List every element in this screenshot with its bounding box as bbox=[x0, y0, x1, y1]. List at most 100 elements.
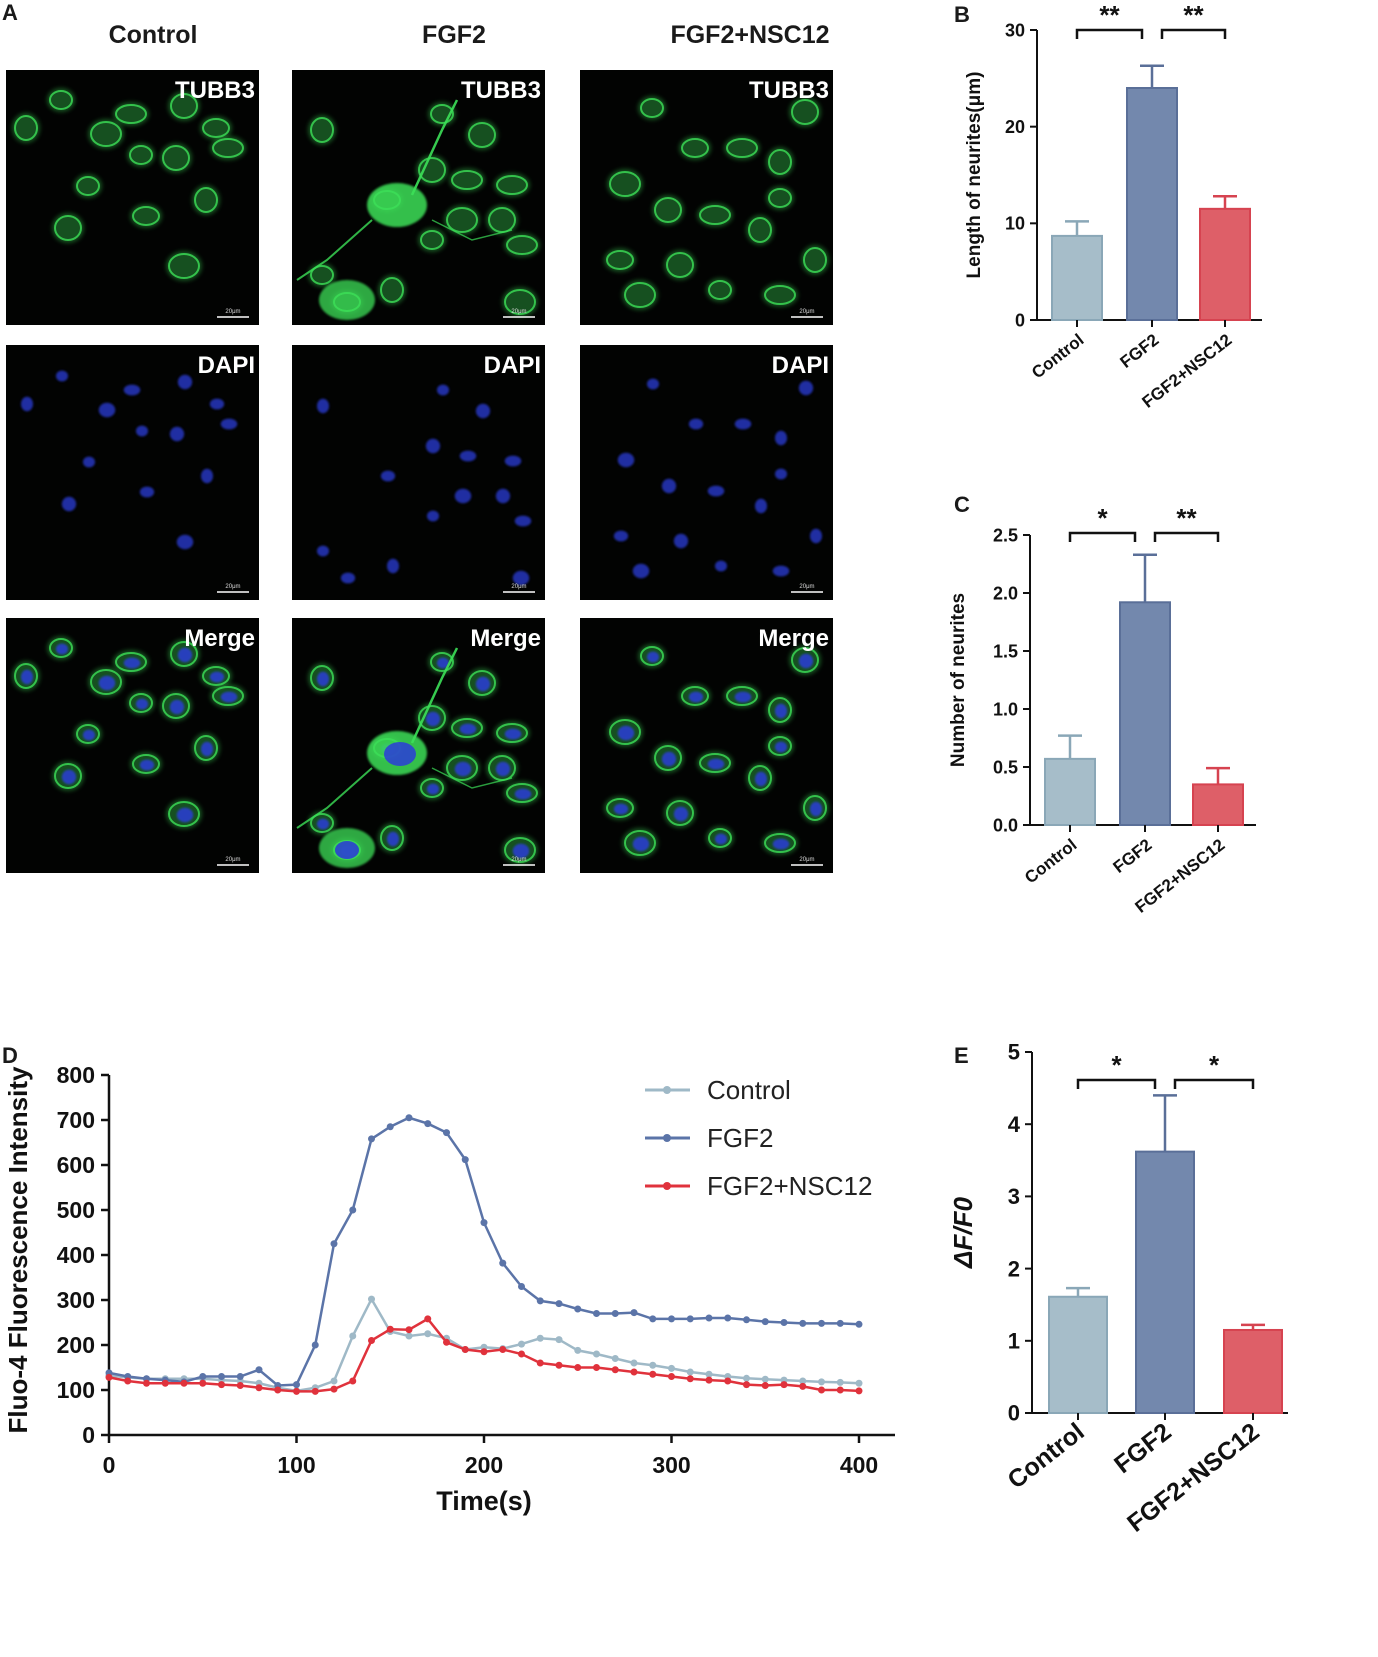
data-point bbox=[499, 1259, 507, 1267]
cell-body-outline bbox=[468, 670, 496, 696]
cell-body-outline bbox=[451, 170, 483, 190]
significance-label: * bbox=[1111, 1050, 1122, 1080]
panel-letter-a: A bbox=[2, 0, 18, 25]
data-point bbox=[574, 1364, 582, 1371]
nucleus bbox=[425, 711, 441, 727]
cell-body-outline bbox=[609, 719, 641, 745]
y-tick-label: 1.0 bbox=[993, 699, 1018, 719]
nucleus bbox=[661, 478, 677, 494]
cell-body-glow bbox=[88, 119, 124, 149]
y-tick-label: 30 bbox=[1005, 20, 1025, 40]
data-point bbox=[630, 1368, 638, 1376]
cell-body-outline bbox=[681, 686, 709, 706]
y-tick-label: 10 bbox=[1005, 214, 1025, 234]
stain-label-merge: Merge bbox=[470, 625, 541, 652]
cell-body-glow bbox=[504, 233, 540, 257]
nucleus bbox=[798, 653, 814, 669]
data-point bbox=[574, 1305, 582, 1313]
data-point bbox=[743, 1381, 750, 1389]
data-point bbox=[161, 1379, 169, 1387]
nucleus bbox=[774, 703, 788, 719]
nucleus bbox=[514, 515, 532, 527]
panel-letter-c: C bbox=[954, 492, 970, 517]
cell-body-outline bbox=[699, 205, 731, 225]
y-tick-label: 2.0 bbox=[993, 583, 1018, 603]
nucleus bbox=[504, 455, 522, 467]
data-point bbox=[686, 1368, 694, 1376]
cell-body-outline bbox=[468, 122, 496, 148]
bar bbox=[1051, 234, 1103, 321]
data-point bbox=[499, 1346, 507, 1353]
cell-body-outline bbox=[420, 230, 444, 250]
data-point bbox=[349, 1377, 357, 1385]
data-point bbox=[311, 1387, 319, 1395]
cell-body-outline bbox=[768, 736, 792, 756]
nucleus bbox=[436, 657, 450, 669]
scale-bar-label: 20μm bbox=[511, 584, 526, 590]
stain-label-dapi: DAPI bbox=[484, 352, 541, 379]
y-axis-label: Length of neurites(μm) bbox=[964, 72, 985, 279]
data-point bbox=[761, 1382, 769, 1389]
neurite bbox=[410, 647, 459, 744]
cell-body-glow bbox=[416, 155, 448, 185]
data-point bbox=[705, 1376, 713, 1384]
cell-body-outline bbox=[115, 104, 147, 124]
data-point bbox=[799, 1382, 807, 1390]
nucleus bbox=[169, 426, 185, 442]
nucleus bbox=[177, 374, 193, 390]
y-tick-label: 4 bbox=[1008, 1112, 1021, 1137]
data-point bbox=[349, 1332, 357, 1340]
nucleus bbox=[475, 676, 491, 692]
nucleus bbox=[209, 398, 225, 410]
y-tick-label: 2.5 bbox=[993, 525, 1018, 545]
cell-body-outline bbox=[162, 693, 190, 719]
y-tick-label: 0 bbox=[1008, 1401, 1020, 1426]
cell-body-outline bbox=[115, 652, 147, 672]
cell-body-glow bbox=[486, 205, 518, 235]
cell-body-outline bbox=[420, 778, 444, 798]
data-point bbox=[330, 1385, 338, 1393]
nucleus bbox=[380, 470, 396, 482]
y-tick-label: 300 bbox=[57, 1287, 95, 1313]
nucleus bbox=[340, 572, 356, 584]
scale-bar-label: 20μm bbox=[511, 309, 526, 315]
data-point bbox=[218, 1373, 225, 1380]
nucleus bbox=[316, 398, 330, 414]
nucleus bbox=[139, 486, 155, 498]
cell-body-outline bbox=[54, 215, 82, 241]
cell-body-outline bbox=[708, 828, 732, 848]
nucleus bbox=[514, 788, 532, 800]
stain-label-tubb3: TUBB3 bbox=[749, 77, 829, 104]
cell-body-glow bbox=[607, 169, 643, 199]
neurite bbox=[296, 767, 373, 829]
y-tick-label: 500 bbox=[57, 1197, 95, 1223]
cell-body-glow bbox=[466, 120, 498, 150]
cell-body-outline bbox=[446, 755, 478, 781]
nucleus bbox=[169, 699, 185, 715]
nucleus bbox=[135, 698, 149, 710]
y-tick-label: 700 bbox=[57, 1107, 95, 1133]
x-tick-label: 200 bbox=[465, 1452, 503, 1478]
data-point bbox=[836, 1386, 844, 1394]
data-point bbox=[724, 1377, 732, 1385]
scale-bar-label: 20μm bbox=[225, 309, 240, 315]
data-point bbox=[649, 1361, 657, 1369]
panel-letter-b: B bbox=[954, 2, 970, 27]
nucleus bbox=[504, 728, 522, 740]
nucleus bbox=[200, 741, 214, 757]
data-point bbox=[311, 1341, 319, 1349]
cell-body-outline bbox=[791, 99, 819, 125]
data-point bbox=[686, 1315, 694, 1323]
micrograph-fgf2-nsc12-tubb3: 20μm TUBB3 bbox=[580, 70, 833, 325]
micrograph-background bbox=[6, 345, 259, 600]
cell-body-glow bbox=[494, 173, 530, 197]
nucleus bbox=[123, 657, 141, 669]
cell-body-outline bbox=[380, 277, 404, 303]
cell-body-glow bbox=[664, 250, 696, 280]
data-point bbox=[480, 1219, 488, 1227]
panel-letter-d: D bbox=[2, 1043, 18, 1068]
panel-a-column-fgf2-nsc12: FGF2+NSC12 bbox=[670, 21, 829, 49]
y-tick-label: 0.0 bbox=[993, 815, 1018, 835]
nucleus bbox=[220, 418, 238, 430]
